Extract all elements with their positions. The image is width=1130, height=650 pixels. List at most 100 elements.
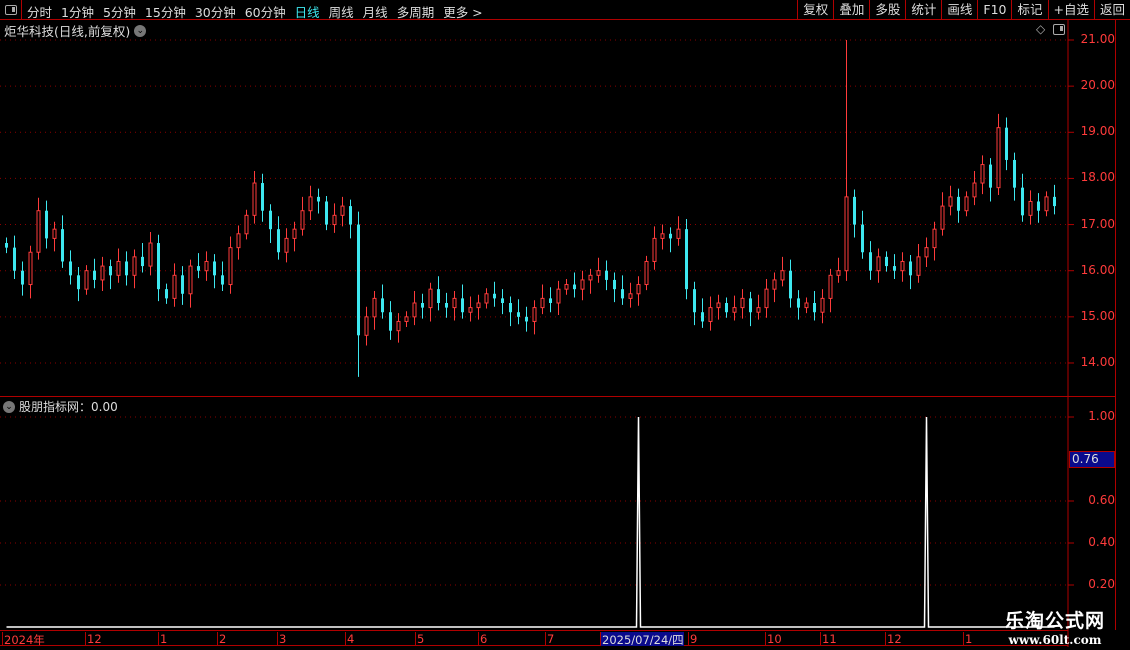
candle-body <box>596 270 601 276</box>
panel-toggle-icon[interactable] <box>1053 24 1066 35</box>
candle-body <box>869 252 872 271</box>
chevron-down-icon[interactable]: ⌄ <box>134 24 147 37</box>
candle-body <box>428 288 433 309</box>
price-tick-label: 20.00 <box>1080 78 1115 93</box>
tab-period-2[interactable]: 5分钟 <box>102 5 136 20</box>
candle-body <box>501 298 504 303</box>
candle-body <box>141 256 144 267</box>
tab-period-3[interactable]: 15分钟 <box>144 5 186 20</box>
sidebar-toggle-button[interactable] <box>0 0 22 20</box>
tab-period-4[interactable]: 30分钟 <box>194 5 236 20</box>
candle-body <box>77 275 80 290</box>
candle-body <box>756 307 761 313</box>
candle-body <box>740 297 745 309</box>
candle-body <box>396 320 401 332</box>
candle-body <box>549 298 552 303</box>
candle-body <box>876 256 881 272</box>
candle-body <box>364 316 369 336</box>
date-label: 1 <box>963 632 973 646</box>
tab-period-0[interactable]: 分时 <box>27 5 53 20</box>
tab-period-9[interactable]: 多周期 <box>396 5 435 20</box>
date-label: 7 <box>545 632 555 646</box>
candle-body <box>989 164 992 188</box>
candle-body <box>36 210 41 253</box>
candle-body <box>204 260 209 272</box>
candle-body <box>132 256 137 276</box>
candle-body <box>292 228 297 239</box>
candle-body <box>284 237 289 253</box>
period-tabs: 分时 1分钟 5分钟 15分钟 30分钟 60分钟 日线 周线 月线 多周期 更多 > <box>27 2 483 21</box>
candle-body <box>644 260 649 286</box>
date-label: 2024年 <box>2 632 45 647</box>
tab-period-5[interactable]: 60分钟 <box>244 5 286 20</box>
candle-body <box>381 298 384 313</box>
candle-body <box>109 266 112 276</box>
indicator-tick-label: 0.40 <box>1088 535 1115 549</box>
candle-body <box>452 297 457 309</box>
toolbar-button-4[interactable]: 画线 <box>941 0 977 20</box>
candle-body <box>948 196 953 207</box>
watermark: 乐淘公式网 www.60lt.com <box>985 606 1125 647</box>
candle-body <box>1037 201 1040 211</box>
candle-body <box>277 229 280 253</box>
candle-body <box>172 274 177 299</box>
candle-body <box>157 243 160 290</box>
candle-body <box>836 270 841 276</box>
stock-title[interactable]: 炬华科技(日线,前复权) ⌄ <box>4 21 147 40</box>
candle-body <box>28 251 33 286</box>
candle-body <box>932 228 937 249</box>
tab-period-8[interactable]: 月线 <box>362 5 388 20</box>
date-label: 2 <box>217 632 227 646</box>
indicator-tick-label: 1.00 <box>1088 409 1115 423</box>
candle-body <box>468 307 473 313</box>
candle-body <box>52 228 57 239</box>
candle-body <box>261 183 264 211</box>
toolbar-button-3[interactable]: 统计 <box>905 0 941 20</box>
price-tick-label: 17.00 <box>1080 216 1115 231</box>
chevron-down-icon[interactable]: ⌄ <box>3 400 15 413</box>
toolbar-button-2[interactable]: 多股 <box>869 0 905 20</box>
candle-body <box>308 196 313 212</box>
candle-body <box>885 256 888 267</box>
toolbar-button-0[interactable]: 复权 <box>797 0 833 20</box>
indicator-tick-label: 0.20 <box>1088 577 1115 591</box>
candle-body <box>828 274 833 299</box>
candle-body <box>181 275 184 294</box>
tab-period-1[interactable]: 1分钟 <box>61 5 94 20</box>
candle-body <box>780 270 785 281</box>
candle-body <box>300 210 305 230</box>
toolbar-button-6[interactable]: 标记 <box>1011 0 1047 20</box>
price-tick-label: 19.00 <box>1080 124 1115 139</box>
date-label: 9 <box>688 632 698 646</box>
toolbar-button-5[interactable]: F10 <box>977 0 1011 20</box>
candle-body <box>1005 127 1008 160</box>
candle-body <box>252 182 257 216</box>
right-side-panel[interactable] <box>1115 20 1130 630</box>
candle-body <box>652 237 657 262</box>
tab-period-10[interactable]: 更多 > <box>443 5 483 20</box>
candle-body <box>221 275 224 285</box>
diamond-icon[interactable]: ◇ <box>1036 22 1046 36</box>
candle-body <box>1053 196 1056 207</box>
candle-body <box>764 288 769 309</box>
price-tick-label: 16.00 <box>1080 262 1115 277</box>
date-label: 12 <box>85 632 102 646</box>
candle-body <box>325 201 328 225</box>
toolbar-button-1[interactable]: 叠加 <box>833 0 869 20</box>
tab-period-6[interactable]: 日线 <box>294 5 320 20</box>
candle-body <box>1013 159 1016 188</box>
candle-body <box>556 288 561 304</box>
watermark-name: 乐淘公式网 <box>1004 610 1105 632</box>
indicator-title[interactable]: ⌄ 股朋指标网：0.00 <box>3 398 118 415</box>
candle-body <box>165 289 168 299</box>
candle-body <box>820 297 825 313</box>
toolbar-button-7[interactable]: +自选 <box>1047 0 1094 20</box>
candle-body <box>213 261 216 276</box>
candle-body <box>125 261 128 276</box>
tab-period-7[interactable]: 周线 <box>328 5 354 20</box>
candle-body <box>676 228 681 239</box>
toolbar-button-8[interactable]: 返回 <box>1093 0 1130 20</box>
candle-body <box>573 284 576 290</box>
stock-title-text: 炬华科技(日线,前复权) <box>4 24 131 39</box>
